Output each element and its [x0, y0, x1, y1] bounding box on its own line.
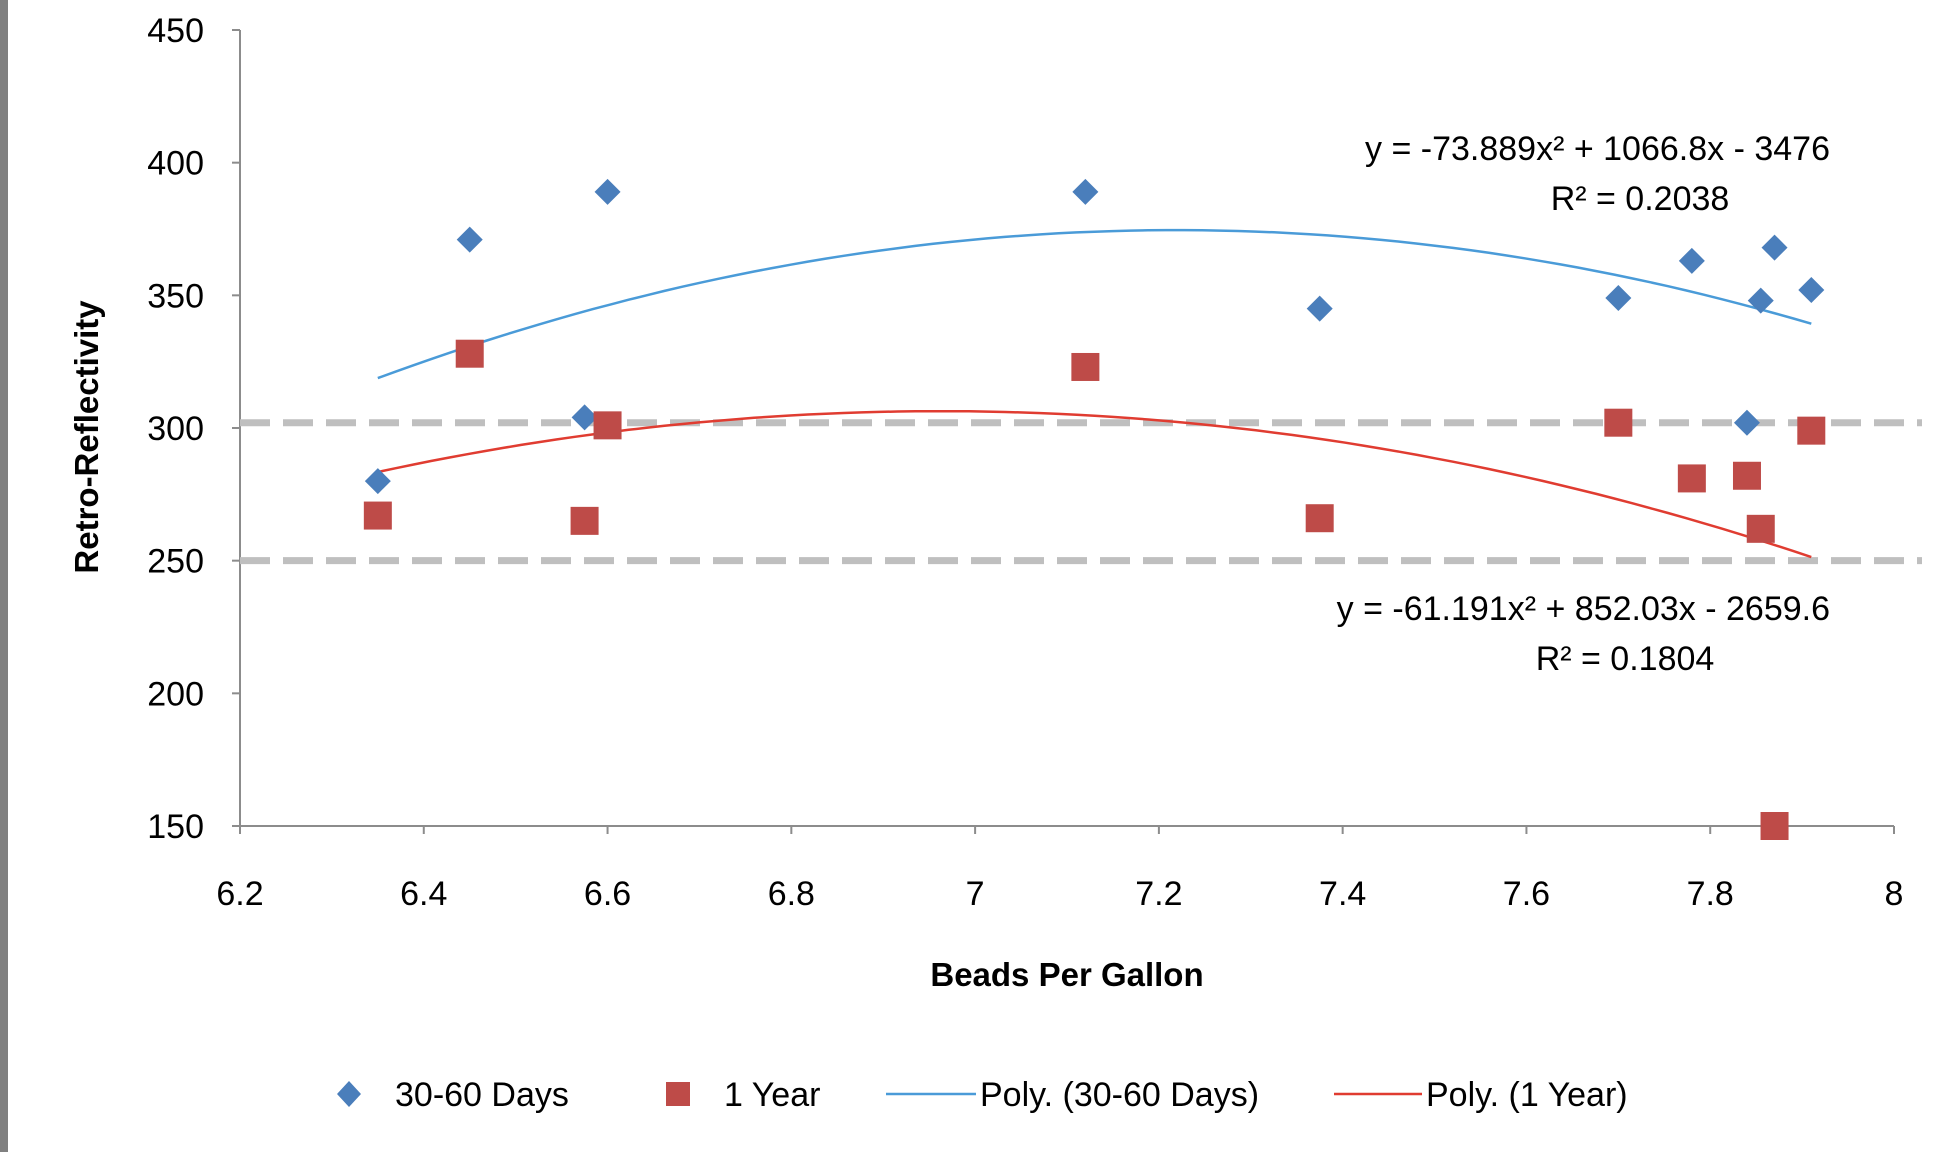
y-tick-label: 200: [147, 675, 204, 713]
point-30-60-days: [1747, 287, 1774, 314]
point-1-year: [593, 411, 622, 440]
x-tick-label: 6.8: [768, 875, 815, 913]
legend-marker-30-60-days: [337, 1081, 361, 1107]
legend-label-30-60-days: 30-60 Days: [395, 1076, 569, 1114]
trendline-r2-1-year: R² = 0.1804: [1536, 640, 1715, 678]
point-30-60-days: [456, 226, 483, 253]
x-axis-ticks: 6.2 6.4 6.6 6.8 7 7.2 7.4 7.6 7.8 8: [216, 826, 1903, 913]
x-tick-label: 8: [1885, 875, 1904, 913]
data-points: [363, 178, 1826, 840]
x-tick-label: 6.6: [584, 875, 631, 913]
point-30-60-days: [1733, 409, 1760, 436]
trendline-r2-30-60-days: R² = 0.2038: [1551, 180, 1730, 218]
x-tick-label: 6.4: [400, 875, 447, 913]
point-1-year: [1604, 408, 1633, 437]
point-1-year: [1305, 504, 1334, 533]
y-tick-label: 350: [147, 277, 204, 315]
legend-label-1-year: 1 Year: [724, 1076, 820, 1114]
point-1-year: [570, 506, 599, 535]
y-tick-label: 150: [147, 808, 204, 846]
y-tick-label: 400: [147, 145, 204, 183]
reference-lines: [240, 419, 1922, 565]
trendline-equation-1-year: y = -61.191x² + 852.03x - 2659.6: [1337, 590, 1830, 628]
point-30-60-days: [1605, 284, 1632, 311]
point-1-year: [1732, 461, 1761, 490]
point-1-year: [1797, 416, 1826, 445]
x-tick-label: 7.8: [1687, 875, 1734, 913]
trendline-poly-30-60-days: [377, 228, 1812, 380]
y-axis-ticks: 150 200 250 300 350 400 450: [147, 12, 240, 846]
window-border: [0, 0, 8, 1152]
legend: 30-60 Days 1 Year Poly. (30-60 Days) Pol…: [337, 1076, 1628, 1114]
legend-label-poly-1-year: Poly. (1 Year): [1426, 1076, 1628, 1114]
point-30-60-days: [1678, 247, 1705, 274]
x-tick-label: 7: [966, 875, 985, 913]
point-30-60-days: [364, 468, 391, 495]
legend-marker-1-year: [666, 1082, 690, 1106]
point-30-60-days: [1072, 178, 1099, 205]
x-tick-label: 6.2: [216, 875, 263, 913]
x-axis-title: Beads Per Gallon: [930, 956, 1203, 993]
point-30-60-days: [1761, 234, 1788, 261]
point-30-60-days: [1306, 295, 1333, 322]
point-30-60-days: [1798, 277, 1825, 304]
x-tick-label: 7.6: [1503, 875, 1550, 913]
point-30-60-days: [594, 178, 621, 205]
point-1-year: [1677, 464, 1706, 493]
point-1-year: [455, 339, 484, 368]
trendline-poly-1-year: [377, 409, 1812, 559]
point-1-year: [1760, 812, 1789, 840]
point-1-year: [1071, 352, 1100, 381]
y-tick-label: 300: [147, 410, 204, 448]
x-tick-label: 7.4: [1319, 875, 1366, 913]
y-axis-title: Retro-Reflectivity: [68, 300, 105, 574]
y-tick-label: 450: [147, 12, 204, 50]
y-tick-label: 250: [147, 543, 204, 581]
legend-label-poly-30-60-days: Poly. (30-60 Days): [980, 1076, 1259, 1114]
point-1-year: [363, 501, 392, 530]
point-1-year: [1746, 514, 1775, 543]
trendline-equation-30-60-days: y = -73.889x² + 1066.8x - 3476: [1365, 130, 1830, 168]
x-tick-label: 7.2: [1135, 875, 1182, 913]
point-30-60-days: [571, 404, 598, 431]
